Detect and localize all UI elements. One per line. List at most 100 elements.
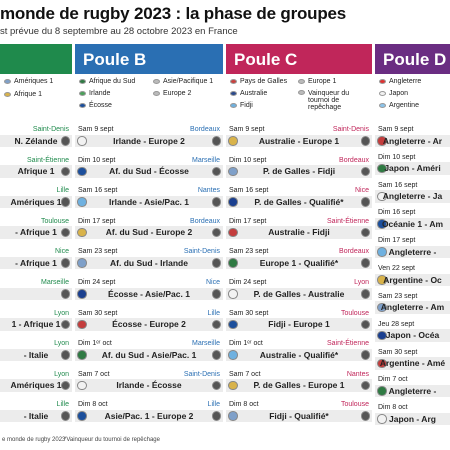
match-label: Fidji - Europe 1 — [268, 319, 330, 330]
ball-icon — [211, 136, 221, 146]
match-row: Lyon Amériques 1 — [0, 371, 72, 393]
match-row: Dim 10 sept Bordeaux P. de Galles - Fidji — [226, 157, 372, 179]
flag-icon — [228, 258, 238, 268]
match-date: Dim 10 sept — [78, 156, 116, 164]
flag-icon — [377, 414, 387, 424]
match-venue: Bordeaux — [190, 126, 220, 133]
match-label: Japon - Océa — [385, 330, 440, 341]
match-row: Marseille — [0, 279, 72, 301]
match-bar: N. Zélande — [0, 134, 72, 147]
match-row: Sam 9 sept Saint-Denis Australie - Europe … — [226, 126, 372, 148]
match-row: Sam 7 oct Nantes P. de Galles - Europe 1 — [226, 371, 372, 393]
flag-icon — [377, 386, 387, 396]
match-row: Sam 23 sept Bordeaux Europe 1 - Qualifié* — [226, 248, 372, 270]
match-info: Lyon — [0, 310, 72, 318]
match-venue: Saint-Denis — [183, 248, 220, 256]
ball-icon — [360, 136, 370, 146]
match-row: Sam 16 sept Nice P. de Galles - Qualifié* — [226, 187, 372, 209]
pool-d-header-column: Poule D Angleterre Japon Argentine — [375, 44, 450, 126]
match-row: Sam 9 sept Angleterre - Ar — [375, 126, 450, 148]
match-venue: Nantes — [197, 187, 220, 195]
match-venue: Lyon — [354, 279, 369, 286]
match-label: Afrique 1 — [17, 166, 55, 177]
match-row: Toulouse - Afrique 1 — [0, 218, 72, 240]
match-venue: Marseille — [40, 279, 69, 286]
match-row: Sam 30 sept Lille Écosse - Europe 2 — [75, 310, 223, 332]
match-venue: Toulouse — [340, 401, 369, 409]
match-label: Argentine - Oc — [383, 274, 442, 285]
match-bar: P. de Galles - Qualifié* — [226, 195, 372, 209]
pool-c-header: Poule C — [226, 44, 372, 74]
flag-icon — [79, 79, 86, 84]
match-info: Sam 9 sept Saint-Denis — [226, 126, 372, 134]
match-date: Sam 7 oct — [229, 370, 261, 378]
ball-icon — [360, 380, 370, 391]
match-date: Dim 17 sept — [378, 237, 416, 245]
match-date: Sam 7 oct — [78, 370, 110, 378]
match-label: Af. du Sud - Irlande — [110, 257, 188, 268]
match-venue: Saint-Étienne — [26, 156, 69, 164]
match-bar: - Italie — [0, 409, 72, 423]
match-label: - Italie — [23, 410, 49, 421]
ball-icon — [360, 411, 370, 421]
match-venue: Lyon — [54, 340, 69, 348]
match-label: Écosse - Europe 2 — [112, 319, 186, 330]
flag-icon — [77, 227, 87, 238]
match-date: Dim 1ᵉʳ oct — [229, 340, 263, 348]
pool-team: Afrique 1 — [4, 91, 42, 98]
match-bar: P. de Galles - Fidji — [226, 165, 372, 178]
match-info: Dim 7 oct — [375, 376, 450, 384]
match-date: Dim 17 sept — [229, 217, 267, 225]
match-bar: Irlande - Écosse — [75, 379, 223, 392]
match-date: Dim 1ᵉʳ oct — [78, 340, 112, 348]
ball-icon — [211, 289, 221, 299]
match-info: Sam 30 sept Toulouse — [226, 310, 372, 318]
match-date: Ven 22 sept — [378, 265, 415, 273]
match-bar: Fidji - Qualifié* — [226, 409, 372, 423]
match-label: Europe 1 - Qualifié* — [259, 257, 339, 268]
match-label: Japon - Améri — [384, 163, 441, 174]
match-label: Angleterre - Ja — [382, 191, 443, 202]
flag-icon — [77, 197, 87, 207]
match-label: Angleterre - Am — [380, 302, 445, 313]
match-info: Nice — [0, 248, 72, 256]
match-row: Dim 1ᵉʳ oct Marseille Af. du Sud - Asie/Pa… — [75, 340, 223, 362]
page-title: monde de rugby 2023 : la phase de groupe… — [0, 4, 347, 23]
match-bar: Australie - Qualifié* — [226, 348, 372, 362]
match-info: Jeu 28 sept — [375, 321, 450, 329]
flag-icon — [228, 411, 238, 421]
ball-icon — [211, 227, 221, 238]
match-row: Dim 8 oct Toulouse Fidji - Qualifié* — [226, 401, 372, 423]
pool-team: Amériques 1 — [4, 78, 53, 85]
match-venue: Lyon — [54, 370, 69, 378]
match-label: P. de Galles - Qualifié* — [254, 196, 344, 207]
match-date: Sam 16 sept — [229, 187, 269, 195]
match-label: Asie/Pac. 1 - Europe 2 — [104, 410, 194, 421]
match-bar — [0, 287, 72, 300]
flag-icon — [77, 350, 87, 360]
match-label: P. de Galles - Europe 1 — [253, 380, 345, 391]
flag-icon — [377, 247, 387, 257]
pool-a-header-column: Amériques 1 Afrique 1 — [0, 44, 72, 126]
match-date: Dim 10 sept — [378, 153, 416, 161]
match-bar: Irlande - Asie/Pac. 1 — [75, 195, 223, 209]
match-date: Sam 9 sept — [378, 126, 414, 133]
pool-team: Irlande — [79, 90, 110, 97]
match-info: Lyon — [0, 371, 72, 379]
pool-team: Vainqueur du tournoi de repêchage — [298, 90, 370, 111]
match-bar: Argentine - Oc — [375, 273, 450, 287]
flag-icon — [77, 166, 87, 177]
ball-icon — [60, 166, 70, 177]
ball-icon — [60, 136, 70, 146]
match-bar: - Afrique 1 — [0, 256, 72, 270]
match-date: Sam 16 sept — [378, 181, 418, 189]
match-bar: Océanie 1 - Am — [375, 217, 450, 231]
match-bar: Australie - Fidji — [226, 226, 372, 239]
flag-icon — [4, 92, 11, 97]
match-venue: Bordeaux — [339, 156, 369, 164]
match-label: Océanie 1 - Am — [381, 218, 444, 229]
page-subtitle: st prévue du 8 septembre au 28 octobre 2… — [0, 26, 238, 37]
match-row: Dim 16 sept Océanie 1 - Am — [375, 209, 450, 231]
match-info: Dim 8 oct Toulouse — [226, 401, 372, 409]
pool-label: Poule B — [83, 50, 147, 69]
